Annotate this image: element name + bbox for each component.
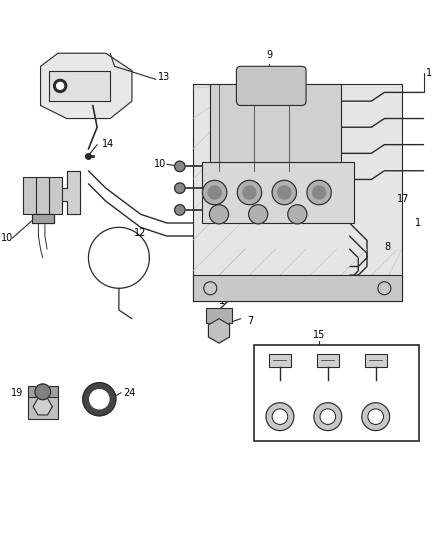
Text: 8: 8	[385, 242, 391, 252]
Text: 12: 12	[134, 228, 146, 238]
Text: 24: 24	[123, 387, 136, 398]
Text: 1: 1	[219, 296, 226, 306]
Circle shape	[53, 79, 67, 92]
Text: 17: 17	[397, 194, 410, 204]
Bar	[254, 345, 419, 441]
Text: 7: 7	[247, 316, 254, 326]
Circle shape	[90, 390, 109, 409]
Circle shape	[272, 180, 297, 205]
Bar	[201, 162, 354, 223]
Polygon shape	[32, 214, 53, 223]
Text: 10: 10	[1, 233, 14, 243]
Circle shape	[307, 180, 331, 205]
Bar	[269, 353, 291, 367]
Circle shape	[35, 384, 50, 400]
Circle shape	[288, 205, 307, 224]
Bar	[23, 177, 62, 214]
Polygon shape	[41, 171, 80, 214]
Bar	[365, 353, 387, 367]
Circle shape	[202, 180, 227, 205]
Text: 14: 14	[102, 139, 114, 149]
Bar	[193, 275, 402, 301]
Text: 1: 1	[426, 68, 432, 78]
Circle shape	[175, 183, 185, 193]
Bar	[28, 386, 58, 397]
Text: 9: 9	[266, 50, 272, 60]
FancyBboxPatch shape	[210, 84, 341, 171]
Polygon shape	[33, 398, 52, 415]
Circle shape	[249, 205, 268, 224]
Polygon shape	[208, 319, 230, 343]
Circle shape	[320, 409, 336, 424]
Circle shape	[175, 161, 185, 172]
Circle shape	[368, 409, 384, 424]
Circle shape	[209, 205, 229, 224]
Circle shape	[83, 383, 116, 416]
Bar	[49, 71, 110, 101]
Circle shape	[272, 409, 288, 424]
Circle shape	[313, 186, 325, 199]
Circle shape	[57, 83, 64, 90]
Text: 10: 10	[154, 159, 166, 169]
FancyBboxPatch shape	[237, 66, 306, 106]
Text: 13: 13	[158, 72, 170, 82]
Circle shape	[266, 403, 294, 431]
Bar	[317, 353, 339, 367]
FancyBboxPatch shape	[193, 84, 402, 301]
Circle shape	[278, 186, 291, 199]
Text: 19: 19	[11, 387, 23, 398]
Circle shape	[237, 180, 261, 205]
Circle shape	[208, 186, 221, 199]
Circle shape	[362, 403, 390, 431]
Bar	[28, 395, 58, 419]
Circle shape	[175, 205, 185, 215]
Text: 15: 15	[313, 330, 325, 341]
Bar	[206, 308, 232, 323]
Text: 1: 1	[415, 218, 421, 228]
Circle shape	[314, 403, 342, 431]
Polygon shape	[41, 53, 132, 118]
Circle shape	[243, 186, 256, 199]
